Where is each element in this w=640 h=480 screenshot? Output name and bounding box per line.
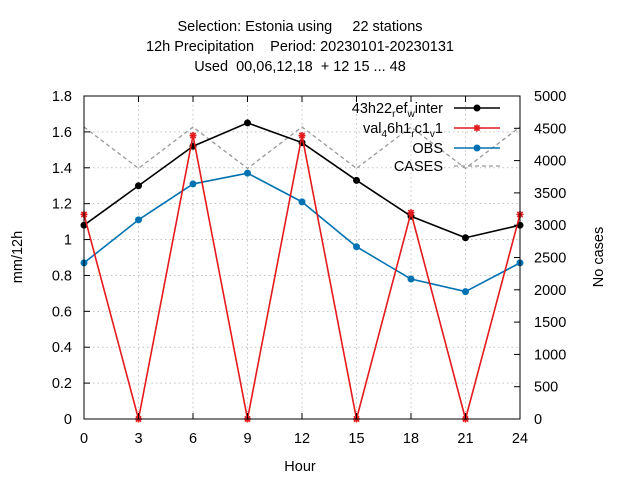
chart-title-line-3: Used 00,06,12,18 + 12 15 ... 48 (194, 59, 406, 75)
tick-labels: 0 3 6 9 12 15 18 21 24 0 0.2 0.4 0.6 0.8 1 1.2 1.4 1.6 1.8… (52, 89, 566, 447)
legend-label-43h22: 43h22refwinter (352, 101, 443, 120)
series-line-cases (83, 126, 521, 170)
data-point-43h22 (244, 119, 251, 127)
legend-samples (454, 104, 500, 167)
data-point-43h22 (135, 182, 142, 190)
y2-tick-label: 5000 (534, 89, 566, 105)
tick-marks (83, 95, 521, 420)
y2-tick-label: 1000 (534, 347, 566, 363)
data-point-obs (407, 275, 415, 283)
y2-tick-label: 4500 (534, 121, 566, 137)
legend-label-obs: OBS (412, 141, 443, 157)
legend-label-val: val46h1rc1v1 (363, 121, 443, 140)
x-axis-label: Hour (284, 459, 316, 475)
x-tick-label: 18 (403, 431, 419, 447)
x-tick-label: 12 (294, 431, 310, 447)
y2-tick-label: 3500 (534, 186, 566, 202)
y2-tick-label: 500 (534, 380, 558, 396)
y2-tick-label: 3000 (534, 218, 566, 234)
y2-tick-label: 2500 (534, 251, 566, 267)
y2-tick-label: 2000 (534, 283, 566, 299)
legend-label-cases: CASES (394, 159, 443, 175)
y2-tick-label: 0 (534, 412, 542, 428)
y-tick-label: 1.4 (52, 161, 72, 177)
data-point-obs (353, 243, 360, 251)
legend: 43h22refwinter val46h1rc1v1 OBS CASES (352, 101, 500, 175)
data-point-val (407, 209, 415, 217)
series-cases (83, 126, 521, 170)
legend-marker-43h22 (473, 104, 481, 112)
y-tick-label: 1.6 (52, 125, 72, 141)
x-tick-label: 0 (80, 431, 88, 447)
x-tick-label: 24 (512, 431, 528, 447)
y-tick-label: 1.2 (52, 197, 72, 213)
y-tick-label: 0.8 (52, 268, 72, 284)
legend-marker-obs (473, 144, 481, 152)
data-point-obs (298, 198, 306, 206)
data-point-val (298, 131, 306, 139)
legend-marker-val (473, 124, 481, 132)
data-point-43h22 (462, 234, 469, 242)
y-tick-label: 1.8 (52, 89, 72, 105)
x-tick-label: 3 (134, 431, 142, 447)
y2-tick-label: 4000 (534, 154, 566, 170)
y-axis-label: mm/12h (10, 231, 26, 283)
x-tick-label: 15 (348, 431, 364, 447)
y-tick-label: 1 (64, 233, 72, 249)
data-point-obs (244, 169, 251, 177)
y-tick-label: 0 (64, 412, 72, 428)
data-point-obs (462, 288, 469, 296)
series-obs (80, 169, 524, 296)
chart-title-line-1: Selection: Estonia using 22 stations (177, 19, 422, 35)
y-tick-label: 0.4 (52, 340, 72, 356)
data-point-43h22 (353, 176, 360, 184)
x-tick-label: 9 (243, 431, 251, 447)
x-tick-label: 21 (457, 431, 473, 447)
grid (84, 96, 520, 419)
data-point-obs (135, 216, 142, 224)
y2-tick-label: 1500 (534, 315, 566, 331)
data-point-val (189, 131, 197, 139)
y-tick-label: 0.6 (52, 304, 72, 320)
series-43h22 (80, 119, 524, 242)
series-layer (80, 119, 524, 423)
chart-title-line-2: 12h Precipitation Period: 20230101-20230… (146, 39, 454, 55)
y2-axis-label: No cases (591, 227, 607, 287)
y-tick-label: 0.2 (52, 376, 72, 392)
x-tick-label: 6 (189, 431, 197, 447)
data-point-obs (189, 180, 197, 188)
